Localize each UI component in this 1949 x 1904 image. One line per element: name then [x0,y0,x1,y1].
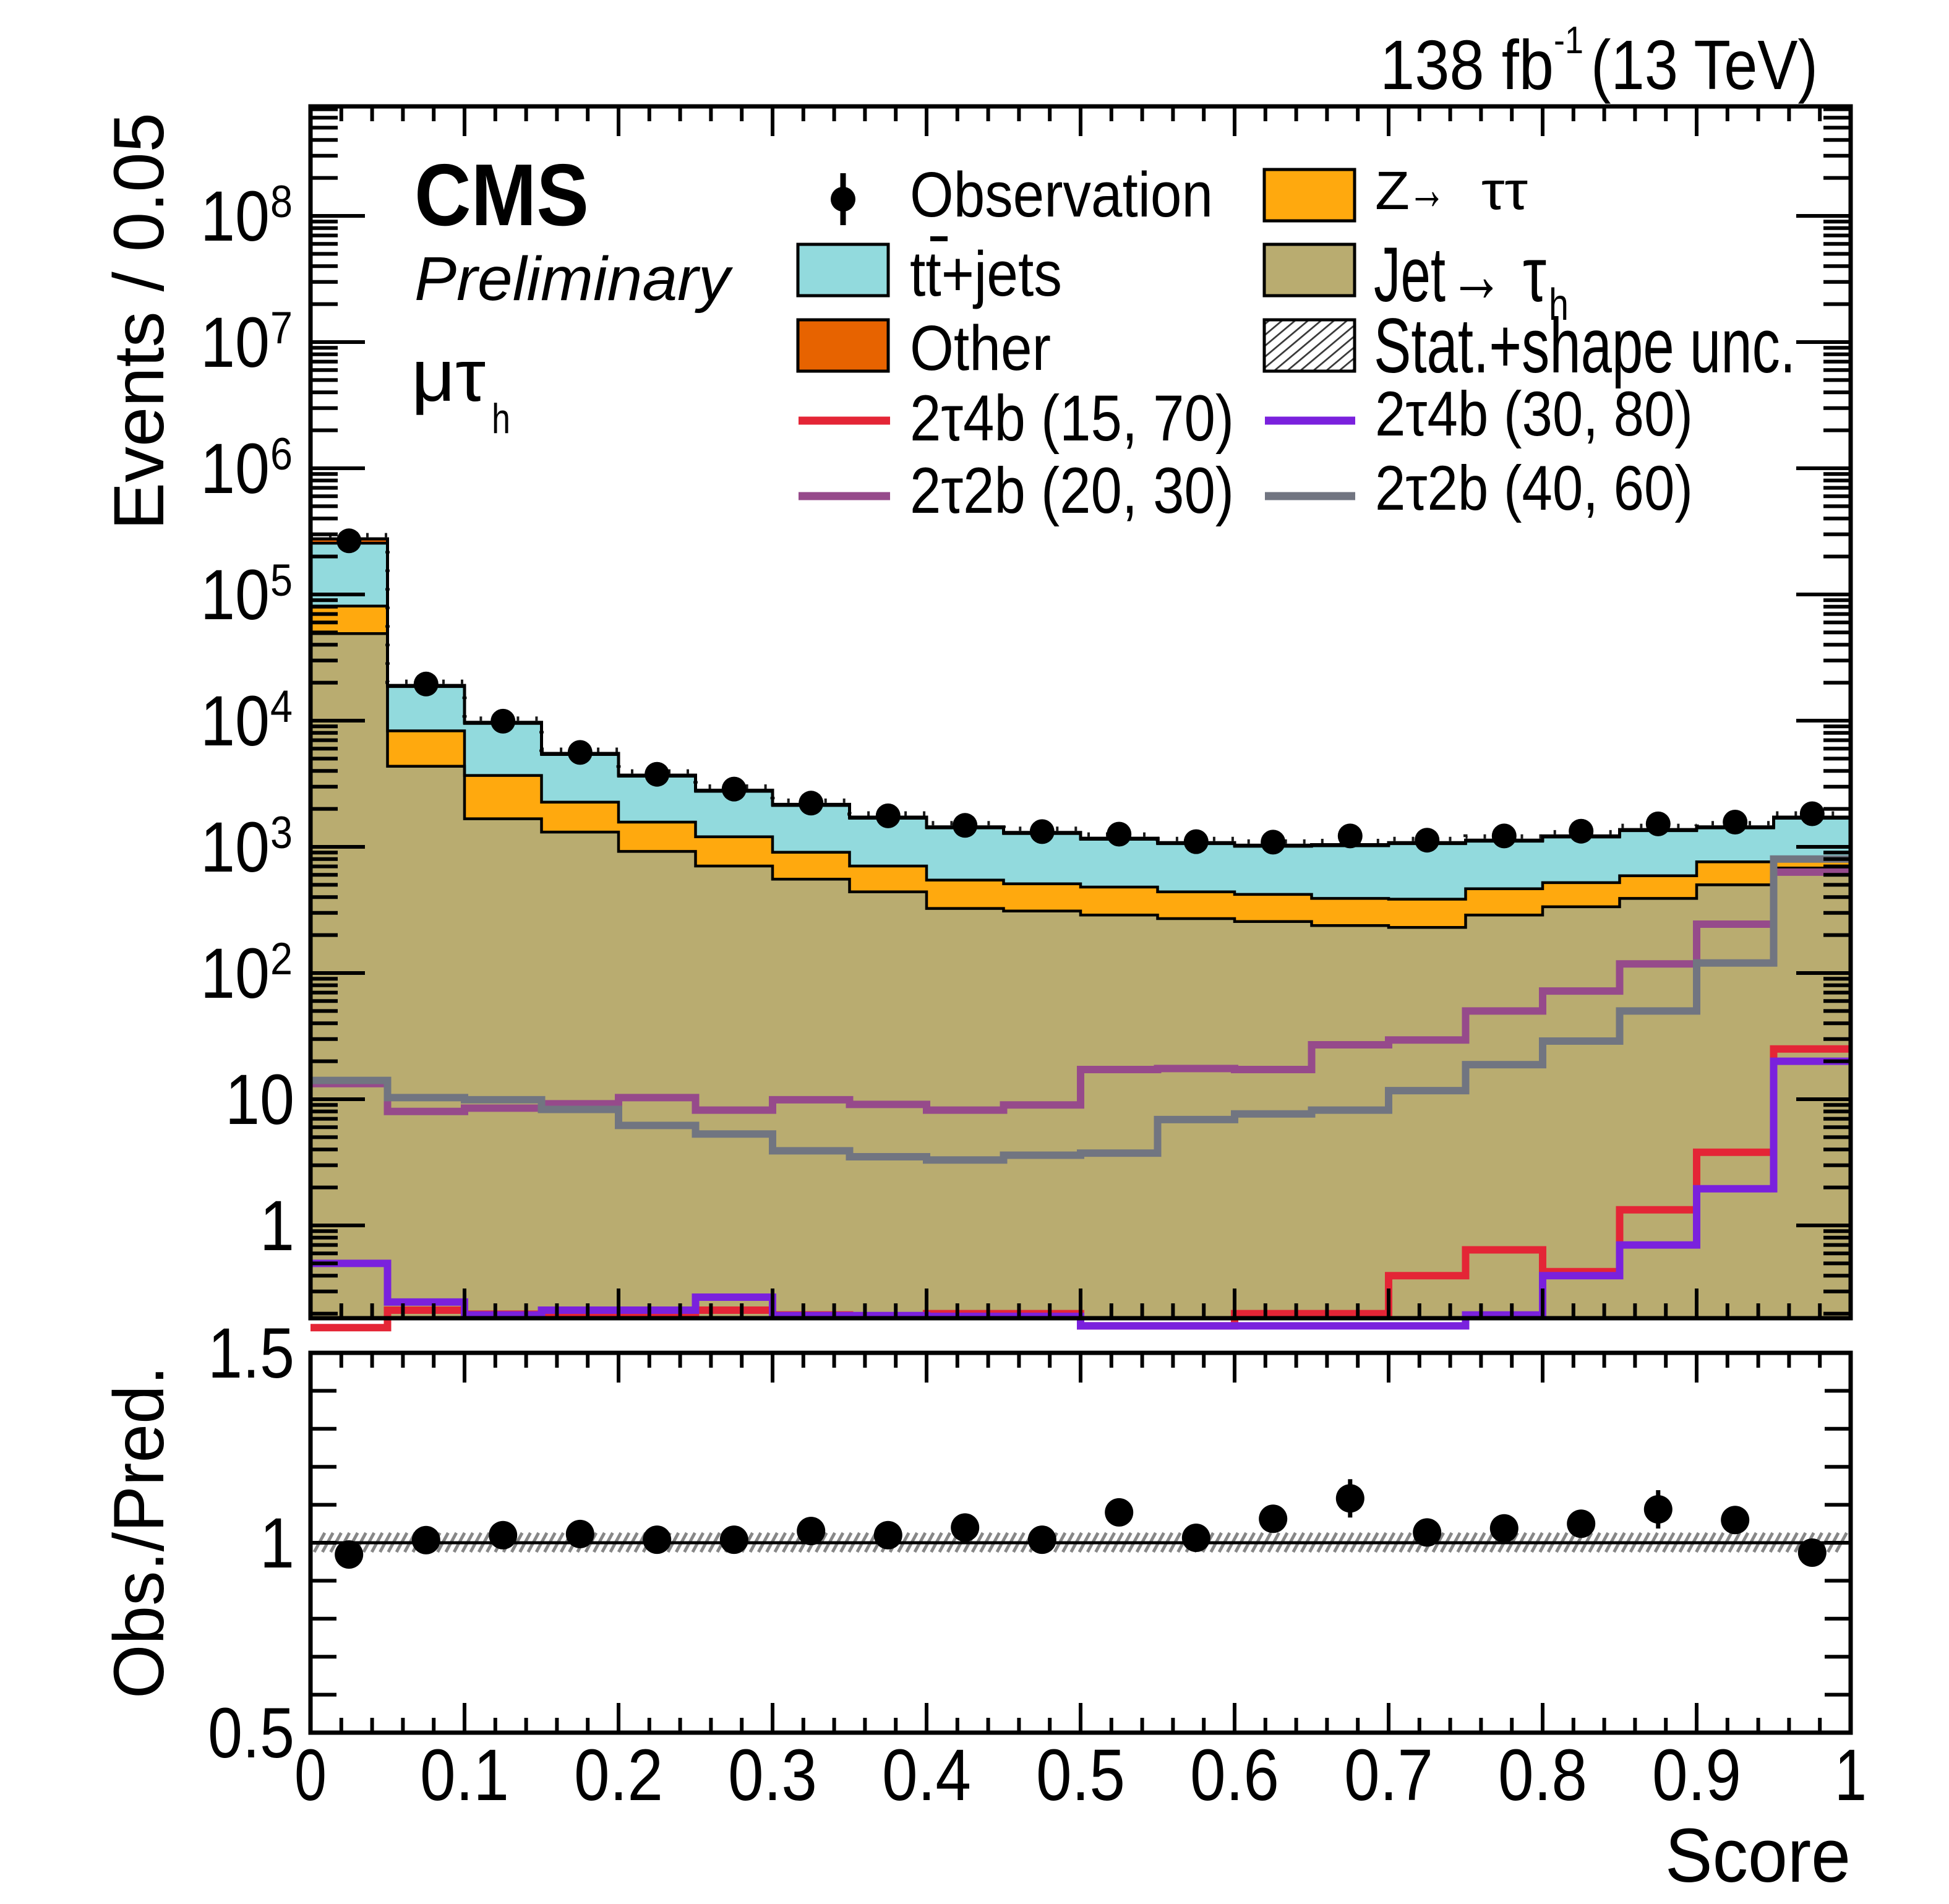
svg-text:(13 TeV): (13 TeV) [1591,26,1818,104]
svg-text:Stat.+shape unc.: Stat.+shape unc. [1374,303,1796,389]
svg-text:1: 1 [1835,1735,1867,1816]
svg-text:0.4: 0.4 [882,1735,971,1816]
svg-text:2τ4b (15, 70): 2τ4b (15, 70) [910,382,1234,455]
svg-text:2: 2 [270,934,293,984]
svg-text:0.6: 0.6 [1190,1735,1279,1816]
svg-text:10: 10 [200,429,270,508]
svg-text:138 fb: 138 fb [1380,26,1554,104]
svg-text:0.9: 0.9 [1652,1735,1741,1816]
svg-text:2τ2b (20, 30): 2τ2b (20, 30) [910,455,1234,527]
svg-text:10: 10 [200,682,270,761]
svg-text:Other: Other [910,312,1051,384]
svg-text:0.8: 0.8 [1498,1735,1587,1816]
svg-text:6: 6 [270,429,293,479]
svg-text:Z: Z [1375,161,1410,221]
svg-text:Obs./Pred.: Obs./Pred. [100,1366,179,1699]
svg-text:2τ4b (30, 80): 2τ4b (30, 80) [1375,379,1693,449]
svg-text:4: 4 [270,682,293,732]
svg-text:0.5: 0.5 [1036,1735,1125,1816]
svg-text:τ: τ [1523,232,1546,318]
svg-text:0: 0 [294,1735,327,1816]
svg-text:8: 8 [270,177,293,227]
svg-text:h: h [492,395,510,442]
svg-text:Preliminary: Preliminary [414,244,734,314]
svg-text:-1: -1 [1554,19,1583,62]
svg-text:7: 7 [270,303,293,353]
svg-text:0.2: 0.2 [574,1735,663,1816]
svg-text:CMS: CMS [414,146,589,244]
svg-text:1: 1 [260,1186,294,1266]
svg-text:Jet: Jet [1374,232,1446,318]
svg-text:1.5: 1.5 [208,1314,294,1393]
svg-text:h: h [1549,280,1569,330]
svg-text:10: 10 [200,808,270,887]
svg-text:10: 10 [200,303,270,382]
svg-text:μτ: μτ [411,335,486,417]
svg-text:0.3: 0.3 [728,1735,817,1816]
svg-text:→: → [1449,232,1504,318]
svg-text:0.5: 0.5 [208,1694,294,1773]
svg-text:10: 10 [200,934,270,1013]
svg-text:5: 5 [270,555,293,606]
svg-text:Observation: Observation [910,159,1213,230]
svg-text:0.1: 0.1 [420,1735,509,1816]
svg-text:2τ2b (40, 60): 2τ2b (40, 60) [1375,453,1693,523]
svg-text:1: 1 [260,1504,294,1583]
svg-text:tt+jets: tt+jets [910,238,1062,309]
svg-text:→: → [1408,156,1446,222]
svg-text:0.7: 0.7 [1344,1735,1433,1816]
svg-text:ττ: ττ [1481,161,1528,221]
svg-text:Score: Score [1665,1814,1851,1898]
svg-text:3: 3 [270,808,293,858]
svg-text:10: 10 [200,555,270,635]
svg-text:Events / 0.05: Events / 0.05 [100,113,179,530]
svg-text:10: 10 [200,177,270,256]
svg-text:10: 10 [225,1060,294,1139]
